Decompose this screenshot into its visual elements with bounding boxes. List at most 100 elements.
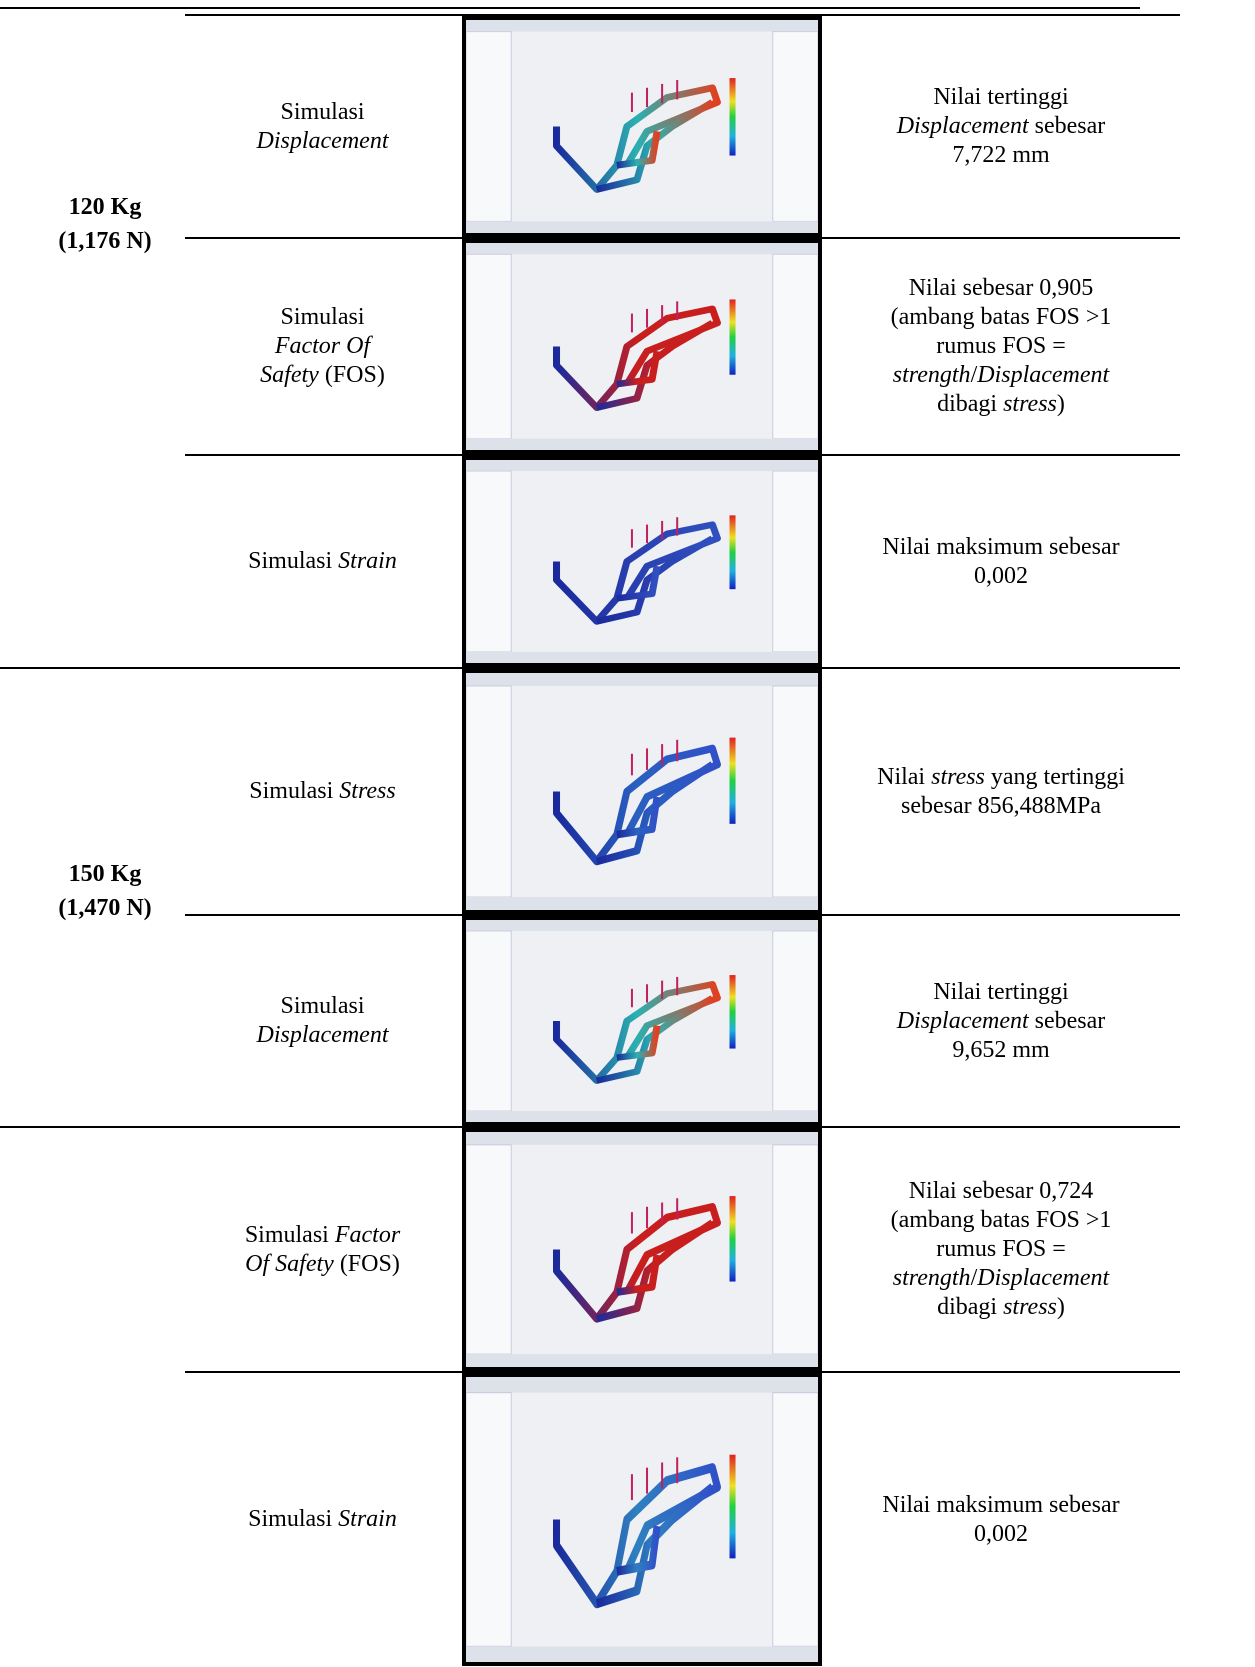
text-line: Of Safety (FOS) bbox=[245, 1250, 400, 1279]
text-line: (ambang batas FOS >1 bbox=[891, 1206, 1112, 1235]
text-line: Displacement bbox=[257, 1021, 389, 1050]
simulation-screenshot bbox=[462, 669, 822, 914]
text: Nilai maksimum sebesar bbox=[882, 1492, 1119, 1518]
group-label: 120 Kg(1,176 N) bbox=[0, 190, 210, 258]
emphasis: Displacement bbox=[977, 1265, 1109, 1291]
group-label-line: 150 Kg bbox=[0, 857, 210, 891]
rule bbox=[0, 7, 1140, 9]
text: Nilai bbox=[877, 764, 931, 790]
text-line: Simulasi bbox=[280, 303, 364, 332]
text: 7,722 mm bbox=[952, 142, 1049, 168]
emphasis: Safety bbox=[260, 362, 319, 388]
emphasis: stress bbox=[1003, 391, 1057, 417]
text-line: sebesar 856,488MPa bbox=[901, 792, 1101, 821]
row-label: Simulasi Strain bbox=[185, 455, 460, 668]
text-line: Nilai tertinggi bbox=[933, 83, 1068, 112]
emphasis: stress bbox=[1003, 1294, 1057, 1320]
text: Simulasi bbox=[280, 993, 364, 1019]
text: Simulasi bbox=[280, 99, 364, 125]
text: Simulasi bbox=[248, 548, 338, 574]
text: rumus FOS = bbox=[936, 1236, 1066, 1262]
text-line: Displacement sebesar bbox=[897, 1007, 1106, 1036]
text: Simulasi bbox=[249, 778, 339, 804]
text: Simulasi bbox=[280, 304, 364, 330]
text: (ambang batas FOS >1 bbox=[891, 1207, 1112, 1233]
emphasis: Factor bbox=[335, 1222, 400, 1248]
text-line: Nilai maksimum sebesar bbox=[882, 1491, 1119, 1520]
text-line: Factor Of bbox=[275, 332, 370, 361]
text-line: Nilai stress yang tertinggi bbox=[877, 763, 1125, 792]
text: yang tertinggi bbox=[985, 764, 1125, 790]
row-label: Simulasi Strain bbox=[185, 1372, 460, 1667]
simulation-screenshot bbox=[462, 1128, 822, 1371]
emphasis: Displacement bbox=[897, 113, 1029, 139]
simulation-screenshot bbox=[462, 916, 822, 1126]
text-line: 9,652 mm bbox=[952, 1036, 1049, 1065]
emphasis: Displacement bbox=[897, 1008, 1029, 1034]
row-result: Nilai sebesar 0,905 (ambang batas FOS >1 r… bbox=[822, 238, 1180, 455]
text: 0,002 bbox=[974, 563, 1028, 589]
text-line: Displacement sebesar bbox=[897, 112, 1106, 141]
text-line: Simulasi bbox=[280, 98, 364, 127]
row-label: Simulasi Displacement bbox=[185, 15, 460, 238]
text: (FOS) bbox=[334, 1251, 400, 1277]
emphasis: Factor Of bbox=[275, 333, 370, 359]
text: Nilai tertinggi bbox=[933, 84, 1068, 110]
text: sebesar bbox=[1029, 1008, 1106, 1034]
row-result: Nilai maksimum sebesar0,002 bbox=[822, 455, 1180, 668]
text-line: Displacement bbox=[257, 127, 389, 156]
text: dibagi bbox=[937, 1294, 1003, 1320]
text: 9,652 mm bbox=[952, 1037, 1049, 1063]
text: (FOS) bbox=[319, 362, 385, 388]
text: ) bbox=[1057, 391, 1065, 417]
text-line: Simulasi Factor bbox=[245, 1221, 400, 1250]
emphasis: Displacement bbox=[977, 362, 1109, 388]
text-line: Nilai sebesar 0,724 bbox=[909, 1177, 1094, 1206]
text: Nilai sebesar 0,905 bbox=[909, 275, 1094, 301]
group-label-line: (1,176 N) bbox=[0, 224, 210, 258]
text-line: Simulasi Stress bbox=[249, 777, 395, 806]
text: rumus FOS = bbox=[936, 333, 1066, 359]
text-line: 7,722 mm bbox=[952, 141, 1049, 170]
emphasis: Strain bbox=[338, 548, 397, 574]
text-line: Nilai tertinggi bbox=[933, 978, 1068, 1007]
text-line: 0,002 bbox=[974, 562, 1028, 591]
text: ) bbox=[1057, 1294, 1065, 1320]
text-line: strength/Displacement bbox=[893, 361, 1109, 390]
text: (ambang batas FOS >1 bbox=[891, 304, 1112, 330]
row-label: Simulasi Displacement bbox=[185, 915, 460, 1127]
simulation-screenshot bbox=[462, 456, 822, 667]
simulation-screenshot bbox=[462, 16, 822, 237]
simulation-screenshot bbox=[462, 1373, 822, 1666]
simulation-screenshot bbox=[462, 239, 822, 454]
text-line: Nilai maksimum sebesar bbox=[882, 533, 1119, 562]
text-line: rumus FOS = bbox=[936, 1235, 1066, 1264]
text-line: Simulasi bbox=[280, 992, 364, 1021]
emphasis: Displacement bbox=[257, 128, 389, 154]
row-result: Nilai sebesar 0,724(ambang batas FOS >1 r… bbox=[822, 1127, 1180, 1372]
text-line: Safety (FOS) bbox=[260, 361, 385, 390]
text: Nilai tertinggi bbox=[933, 979, 1068, 1005]
text-line: 0,002 bbox=[974, 1520, 1028, 1549]
text-line: strength/Displacement bbox=[893, 1264, 1109, 1293]
text: sebesar 856,488MPa bbox=[901, 793, 1101, 819]
text-line: Simulasi Strain bbox=[248, 547, 397, 576]
group-label: 150 Kg(1,470 N) bbox=[0, 857, 210, 925]
text: Simulasi bbox=[248, 1506, 338, 1532]
emphasis: Strain bbox=[338, 1506, 397, 1532]
emphasis: strength bbox=[893, 362, 971, 388]
text-line: dibagi stress) bbox=[937, 1293, 1065, 1322]
emphasis: Displacement bbox=[257, 1022, 389, 1048]
text: sebesar bbox=[1029, 113, 1106, 139]
text-line: Simulasi Strain bbox=[248, 1505, 397, 1534]
text-line: Nilai sebesar 0,905 bbox=[909, 274, 1094, 303]
emphasis: Of Safety bbox=[245, 1251, 334, 1277]
group-label-line: 120 Kg bbox=[0, 190, 210, 224]
group-label-line: (1,470 N) bbox=[0, 891, 210, 925]
